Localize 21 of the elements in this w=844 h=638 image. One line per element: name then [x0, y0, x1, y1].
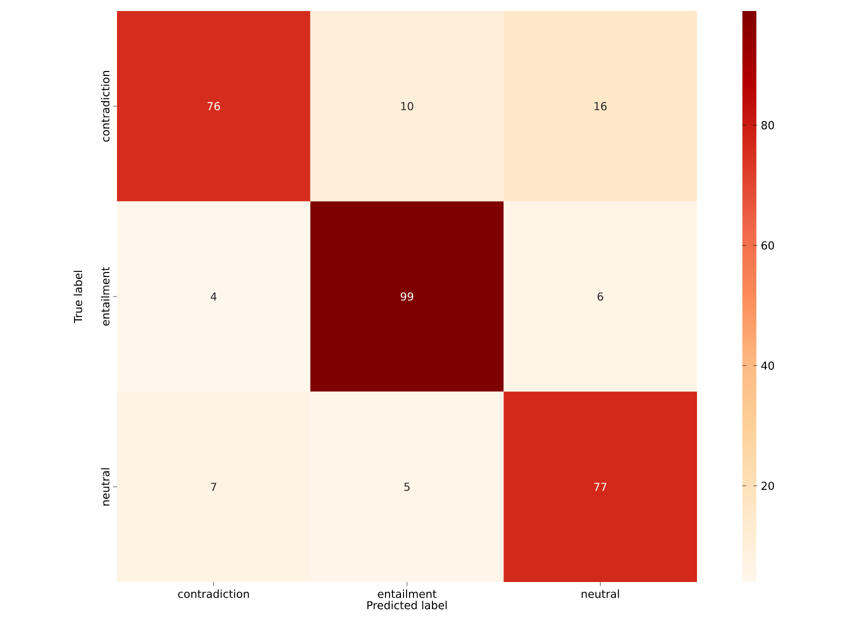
- x-tick-label: entailment: [378, 590, 436, 598]
- data-label: 16: [594, 102, 607, 110]
- data-label: 5: [404, 482, 410, 491]
- data-label: 7: [211, 482, 216, 491]
- data-label: 4: [210, 292, 217, 300]
- color-bar-label: 40: [761, 361, 774, 370]
- y-axis-title: True label: [74, 270, 82, 324]
- data-label: 99: [400, 292, 414, 301]
- color-bar-label: 80: [762, 121, 774, 130]
- x-axis-title: Predicted label: [367, 600, 447, 610]
- color-bar-label: 20: [762, 482, 774, 490]
- data-label: 6: [598, 292, 604, 301]
- data-label: 76: [208, 102, 220, 110]
- y-tick-label: contradiction: [100, 70, 110, 142]
- x-tick-label: contradiction: [178, 590, 249, 598]
- y-tick-label: entailment: [100, 267, 110, 326]
- y-tick-label: neutral: [100, 468, 110, 506]
- data-label: 77: [594, 482, 606, 491]
- color-bar-label: 60: [762, 241, 774, 250]
- data-label: 10: [401, 102, 414, 110]
- x-tick-label: neutral: [582, 590, 619, 598]
